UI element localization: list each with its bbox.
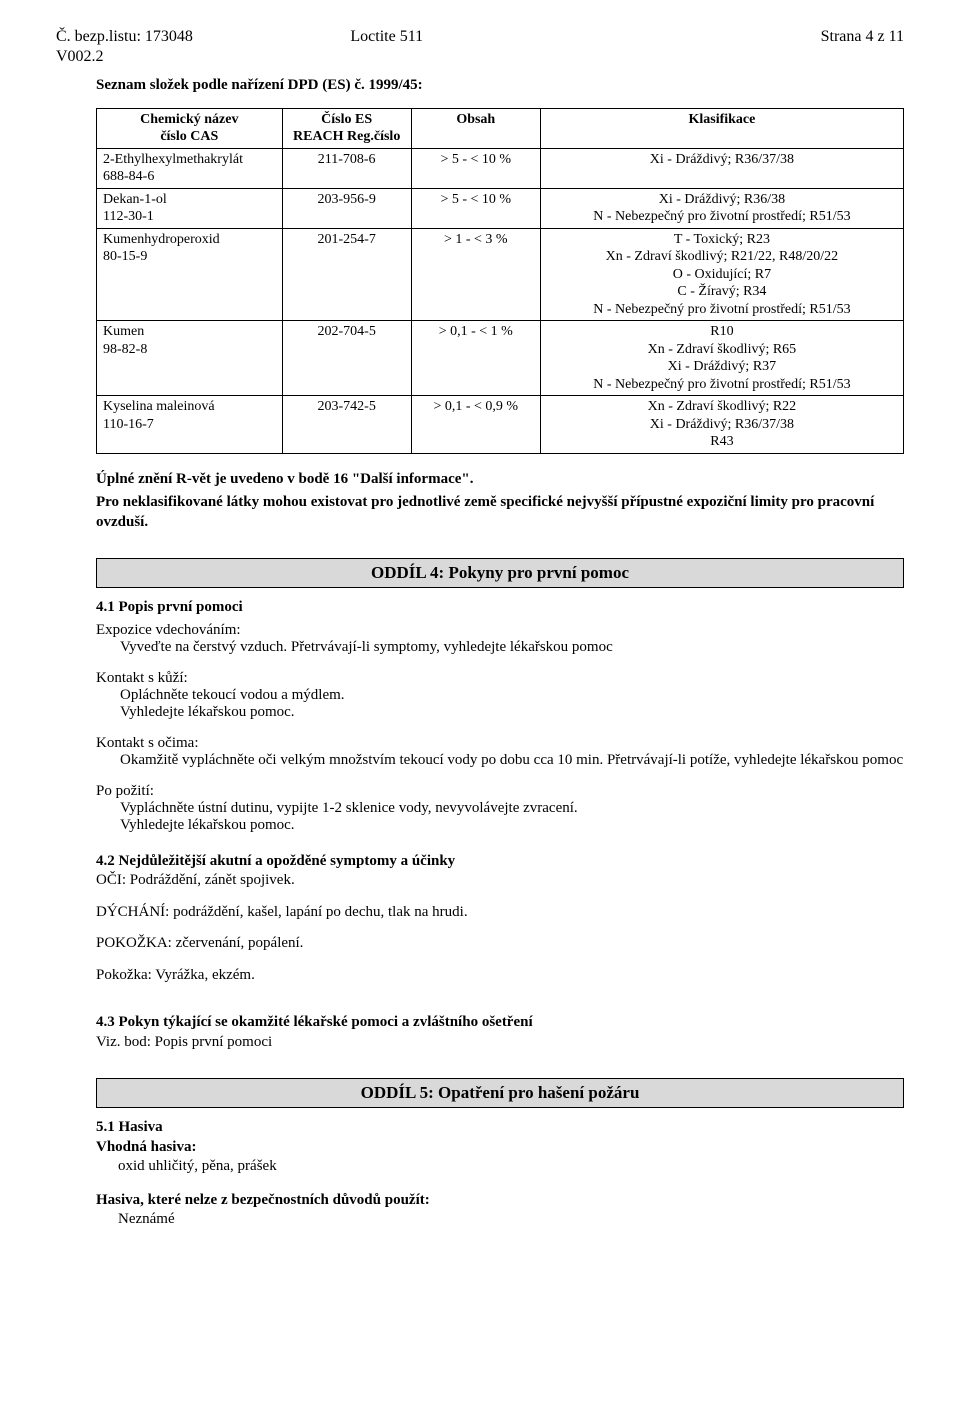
heading-4-3: 4.3 Pokyn týkající se okamžité lékařské … [96, 1013, 904, 1033]
ingestion-body-1: Vypláchněte ústní dutinu, vypijte 1-2 sk… [120, 800, 904, 817]
ingestion-label: Po požití: [96, 783, 904, 800]
table-row: 2-Ethylhexylmethakrylát 688-84-6 211-708… [97, 148, 904, 188]
cell-class: T - Toxický; R23 Xn - Zdraví škodlivý; R… [540, 228, 903, 321]
cell-ec: 203-956-9 [282, 188, 411, 228]
cell-class: Xn - Zdraví škodlivý; R22 Xi - Dráždivý;… [540, 396, 903, 454]
page-number: Strana 4 z 11 [821, 28, 904, 46]
cell-name: Kumenhydroperoxid 80-15-9 [97, 228, 283, 321]
dpd-table: Chemický název číslo CAS Číslo ES REACH … [96, 108, 904, 454]
ingestion-block: Po požití: Vypláchněte ústní dutinu, vyp… [96, 783, 904, 834]
cell-class: Xi - Dráždivý; R36/38 N - Nebezpečný pro… [540, 188, 903, 228]
eye-label: Kontakt s očima: [96, 735, 904, 752]
dpd-footnote-2: Pro neklasifikované látky mohou existova… [96, 493, 904, 532]
col-content: Obsah [411, 108, 540, 148]
table-row: Dekan-1-ol 112-30-1 203-956-9 > 5 - < 10… [97, 188, 904, 228]
col-name: Chemický název číslo CAS [97, 108, 283, 148]
cell-name: Kumen 98-82-8 [97, 321, 283, 396]
cell-name: Kyselina maleinová 110-16-7 [97, 396, 283, 454]
cell-content: > 0,1 - < 0,9 % [411, 396, 540, 454]
cell-ec: 203-742-5 [282, 396, 411, 454]
table-row: Kyselina maleinová 110-16-7 203-742-5 > … [97, 396, 904, 454]
s43-body: Viz. bod: Popis první pomoci [96, 1033, 904, 1053]
cell-class: R10 Xn - Zdraví škodlivý; R65 Xi - Drážd… [540, 321, 903, 396]
heading-4-1: 4.1 Popis první pomoci [96, 598, 904, 618]
cell-name: Dekan-1-ol 112-30-1 [97, 188, 283, 228]
product-name: Loctite 511 [350, 28, 423, 46]
doc-number: Č. bezp.listu: 173048 [56, 28, 193, 46]
table-row: Kumenhydroperoxid 80-15-9 201-254-7 > 1 … [97, 228, 904, 321]
s42-skin2: Pokožka: Vyrážka, ekzém. [96, 966, 904, 986]
content-body: Seznam složek podle nařízení DPD (ES) č.… [96, 76, 904, 1230]
page: Č. bezp.listu: 173048 Loctite 511 Strana… [0, 0, 960, 1274]
doc-no-label: Č. bezp.listu: [56, 28, 141, 45]
version: V002.2 [56, 48, 904, 66]
skin-body-1: Opláchněte tekoucí vodou a mýdlem. [120, 687, 904, 704]
cell-ec: 202-704-5 [282, 321, 411, 396]
table-row: Kumen 98-82-8 202-704-5 > 0,1 - < 1 % R1… [97, 321, 904, 396]
cell-content: > 5 - < 10 % [411, 148, 540, 188]
eye-block: Kontakt s očima: Okamžitě vypláchněte oč… [96, 735, 904, 769]
s42-skin1: POKOŽKA: zčervenání, popálení. [96, 934, 904, 954]
inhalation-block: Expozice vdechováním: Vyveďte na čerstvý… [96, 622, 904, 656]
s42-breath: DÝCHÁNÍ: podráždění, kašel, lapání po de… [96, 903, 904, 923]
skin-body-2: Vyhledejte lékařskou pomoc. [120, 704, 904, 721]
s42-eyes: OČI: Podráždění, zánět spojivek. [96, 871, 904, 891]
section-4-title: ODDÍL 4: Pokyny pro první pomoc [96, 558, 904, 588]
page-header: Č. bezp.listu: 173048 Loctite 511 Strana… [56, 28, 904, 46]
dpd-heading: Seznam složek podle nařízení DPD (ES) č.… [96, 76, 904, 96]
heading-5-1-b: Vhodná hasiva: [96, 1138, 904, 1158]
col-ec: Číslo ES REACH Reg.číslo [282, 108, 411, 148]
s51b-body: Neznámé [118, 1210, 904, 1230]
cell-content: > 5 - < 10 % [411, 188, 540, 228]
skin-label: Kontakt s kůží: [96, 670, 904, 687]
col-classification: Klasifikace [540, 108, 903, 148]
heading-4-2: 4.2 Nejdůležitější akutní a opožděné sym… [96, 852, 904, 872]
cell-content: > 1 - < 3 % [411, 228, 540, 321]
cell-ec: 211-708-6 [282, 148, 411, 188]
skin-block: Kontakt s kůží: Opláchněte tekoucí vodou… [96, 670, 904, 721]
heading-5-1-a: 5.1 Hasiva [96, 1118, 904, 1138]
table-header-row: Chemický název číslo CAS Číslo ES REACH … [97, 108, 904, 148]
doc-no-value: 173048 [145, 28, 193, 45]
cell-ec: 201-254-7 [282, 228, 411, 321]
cell-name: 2-Ethylhexylmethakrylát 688-84-6 [97, 148, 283, 188]
inhalation-label: Expozice vdechováním: [96, 622, 904, 639]
cell-class: Xi - Dráždivý; R36/37/38 [540, 148, 903, 188]
s51-body: oxid uhličitý, pěna, prášek [118, 1157, 904, 1177]
section-5-title: ODDÍL 5: Opatření pro hašení požáru [96, 1078, 904, 1108]
eye-body: Okamžitě vypláchněte oči velkým množství… [120, 752, 904, 769]
ingestion-body-2: Vyhledejte lékařskou pomoc. [120, 817, 904, 834]
inhalation-body: Vyveďte na čerstvý vzduch. Přetrvávají-l… [120, 639, 904, 656]
dpd-footnote-1: Úplné znění R-vět je uvedeno v bodě 16 "… [96, 470, 904, 490]
cell-content: > 0,1 - < 1 % [411, 321, 540, 396]
heading-5-1-c: Hasiva, které nelze z bezpečnostních dův… [96, 1191, 904, 1211]
